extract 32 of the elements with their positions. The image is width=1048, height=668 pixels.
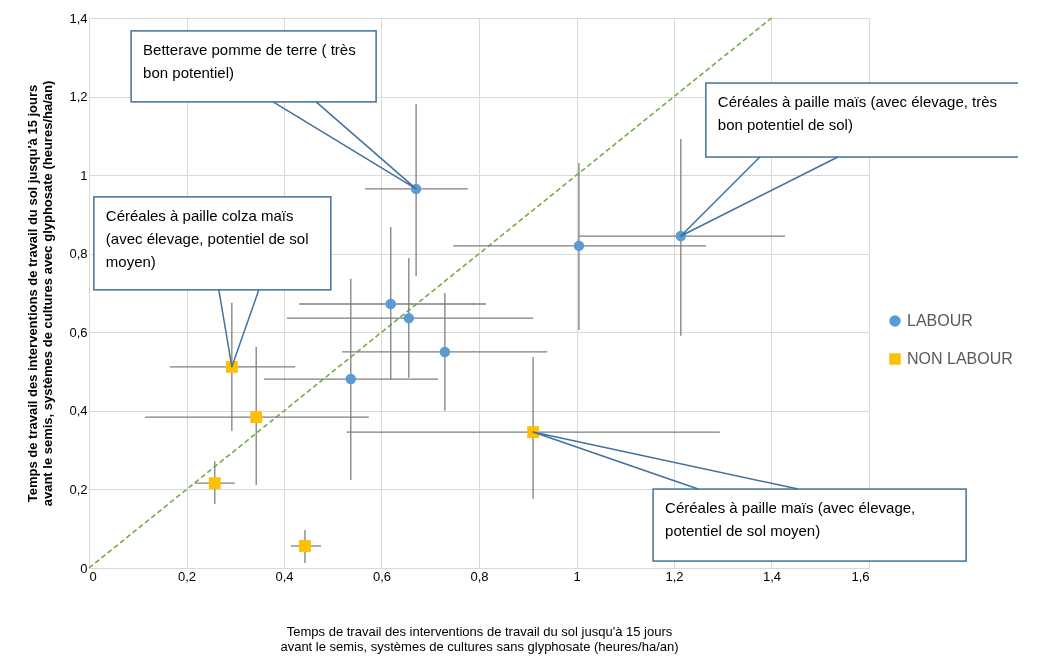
point: [527, 426, 540, 438]
y-tick-label: 0,4: [69, 403, 88, 419]
point: [345, 373, 357, 385]
y-tick-label: 1: [80, 167, 88, 183]
x-tick-label: 0,6: [372, 568, 392, 584]
x-tick-label: 1,4: [762, 568, 782, 584]
point: [573, 240, 585, 252]
annotation: Céréales à paille colza maïs (avec élevage, potentiel de sol moyen): [105, 206, 309, 270]
y-tick-label: 1,2: [69, 89, 88, 105]
annotation: Céréales à paille maïs (avec élevage, très bon potentiel de sol): [717, 93, 998, 134]
legend-label: NON LABOUR: [907, 350, 1013, 367]
x-tick-label: 0,4: [275, 568, 294, 584]
point: [208, 477, 221, 490]
point: [385, 298, 397, 310]
annotation: Céréales à paille maïs (avec élevage, potentiel de sol moyen): [665, 499, 916, 540]
y-axis-title: Temps de travail des interventions de travail du sol jusqu'à 15 jours avant le semis, systèmes de cultures avec glyphosate (heures/ha/an): [25, 80, 56, 507]
x-tick-label: 1,6: [851, 568, 870, 584]
x-tick-label: 0,8: [470, 568, 489, 584]
point: [299, 540, 311, 552]
x-tick-label: 1: [573, 568, 581, 584]
x-tick-label: 1,2: [665, 568, 684, 584]
x-tick-label: 0,2: [177, 568, 197, 584]
point: [439, 346, 451, 358]
point: [250, 411, 263, 424]
y-tick-label: 0,8: [69, 246, 88, 262]
y-tick-label: 1,4: [69, 10, 88, 26]
y-tick-label: 0,6: [69, 324, 88, 340]
y-tick-label: 0,2: [69, 481, 88, 497]
legend-label: LABOUR: [907, 312, 973, 329]
x-axis-title: Temps de travail des interventions de travail du sol jusqu'à 15 jours avant le semis, systèmes de cultures sans glyphosate (heures/ha/an): [280, 623, 679, 654]
annotation: Betterave pomme de terre ( très bon potentiel): [143, 40, 356, 81]
point: [403, 312, 415, 324]
